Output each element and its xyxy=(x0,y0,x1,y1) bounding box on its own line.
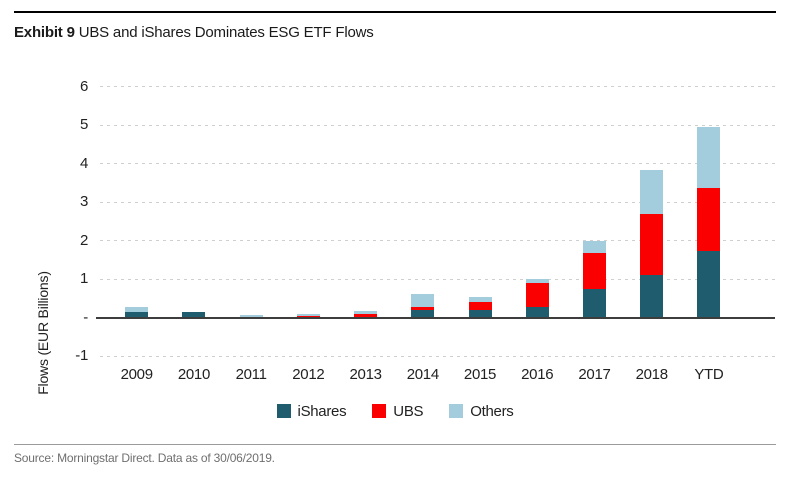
gridline-y6 xyxy=(100,86,775,87)
bar-segment-ishares-2010 xyxy=(182,311,206,318)
x-tick-label-2013: 2013 xyxy=(349,366,382,383)
bar-segment-others-2011 xyxy=(239,314,263,318)
gridline-y-1 xyxy=(100,355,775,357)
x-tick-label-2018: 2018 xyxy=(635,366,668,383)
bar-segment-ubs-ytd xyxy=(697,187,721,252)
bar-segment-ubs-2015 xyxy=(468,302,492,310)
bar-segment-ishares-2009 xyxy=(125,311,149,318)
gridline-y2 xyxy=(100,240,775,241)
gridline-y5 xyxy=(100,124,775,126)
bar-segment-ubs-2014 xyxy=(411,306,435,310)
gridline-y4 xyxy=(100,163,775,164)
bar-segment-ishares-2016 xyxy=(525,306,549,318)
chart-legend: iShares UBS Others xyxy=(0,400,790,422)
y-tick-label-6: 6 xyxy=(79,77,88,95)
bar-segment-ishares-2015 xyxy=(468,309,492,318)
legend-swatch-ubs xyxy=(372,404,387,418)
bar-segment-others-2016 xyxy=(525,279,549,283)
bar-segment-others-2018 xyxy=(640,170,664,214)
y-tick-label-2: 2 xyxy=(79,231,88,249)
x-tick-label-2017: 2017 xyxy=(578,366,611,383)
x-tick-label-2014: 2014 xyxy=(406,366,439,383)
x-tick-label-2010: 2010 xyxy=(177,366,210,383)
y-tick-label-3: 3 xyxy=(79,193,88,210)
top-divider xyxy=(14,11,776,13)
bar-segment-ubs-2017 xyxy=(582,252,606,290)
bar-segment-others-2013 xyxy=(354,311,378,314)
bar-segment-ishares-ytd xyxy=(697,251,721,318)
x-tick-label-ytd: YTD xyxy=(694,366,724,383)
y-tick-label--1: -1 xyxy=(75,347,88,364)
bar-segment-ishares-2014 xyxy=(411,309,435,318)
bar-segment-others-2015 xyxy=(468,296,492,303)
exhibit-number: Exhibit 9 xyxy=(14,24,75,41)
legend-item-ishares: iShares xyxy=(276,402,347,420)
zero-axis-line xyxy=(96,316,775,319)
x-tick-label-2009: 2009 xyxy=(120,366,153,383)
bar-segment-ishares-2017 xyxy=(582,289,606,318)
y-tick-label-5: 5 xyxy=(79,116,88,133)
x-tick-label-2015: 2015 xyxy=(463,366,497,383)
bar-segment-others-2009 xyxy=(125,306,149,312)
bar-segment-others-ytd xyxy=(697,127,721,188)
source-note: Source: Morningstar Direct. Data as of 3… xyxy=(14,451,275,465)
legend-swatch-ishares xyxy=(276,404,291,418)
legend-label-ubs: UBS xyxy=(393,402,424,420)
footer-divider xyxy=(14,444,776,445)
bar-segment-ubs-2016 xyxy=(525,282,549,307)
y-tick-label-1: 1 xyxy=(79,270,88,287)
x-tick-label-2011: 2011 xyxy=(235,366,267,383)
bar-segment-others-2012 xyxy=(296,314,320,316)
y-tick-label-0: - xyxy=(83,308,88,326)
gridline-y1 xyxy=(100,278,775,280)
bar-segment-others-2014 xyxy=(411,294,435,307)
exhibit-title-text: UBS and iShares Dominates ESG ETF Flows xyxy=(78,24,374,41)
bar-segment-ishares-2018 xyxy=(640,275,664,318)
legend-swatch-others xyxy=(449,404,464,418)
x-tick-label-2012: 2012 xyxy=(292,366,325,383)
legend-item-others: Others xyxy=(449,402,514,420)
legend-label-others: Others xyxy=(470,402,514,420)
bar-segment-others-2017 xyxy=(582,240,606,253)
bar-segment-ubs-2018 xyxy=(640,213,664,276)
y-tick-label-4: 4 xyxy=(79,154,88,172)
gridline-y3 xyxy=(100,201,775,203)
x-tick-label-2016: 2016 xyxy=(521,366,554,383)
legend-item-ubs: UBS xyxy=(372,402,424,420)
bar-segment-ubs-2013 xyxy=(354,313,378,317)
exhibit-title: Exhibit 9 UBS and iShares Dominates ESG E… xyxy=(14,24,374,41)
legend-label-ishares: iShares xyxy=(297,402,347,420)
